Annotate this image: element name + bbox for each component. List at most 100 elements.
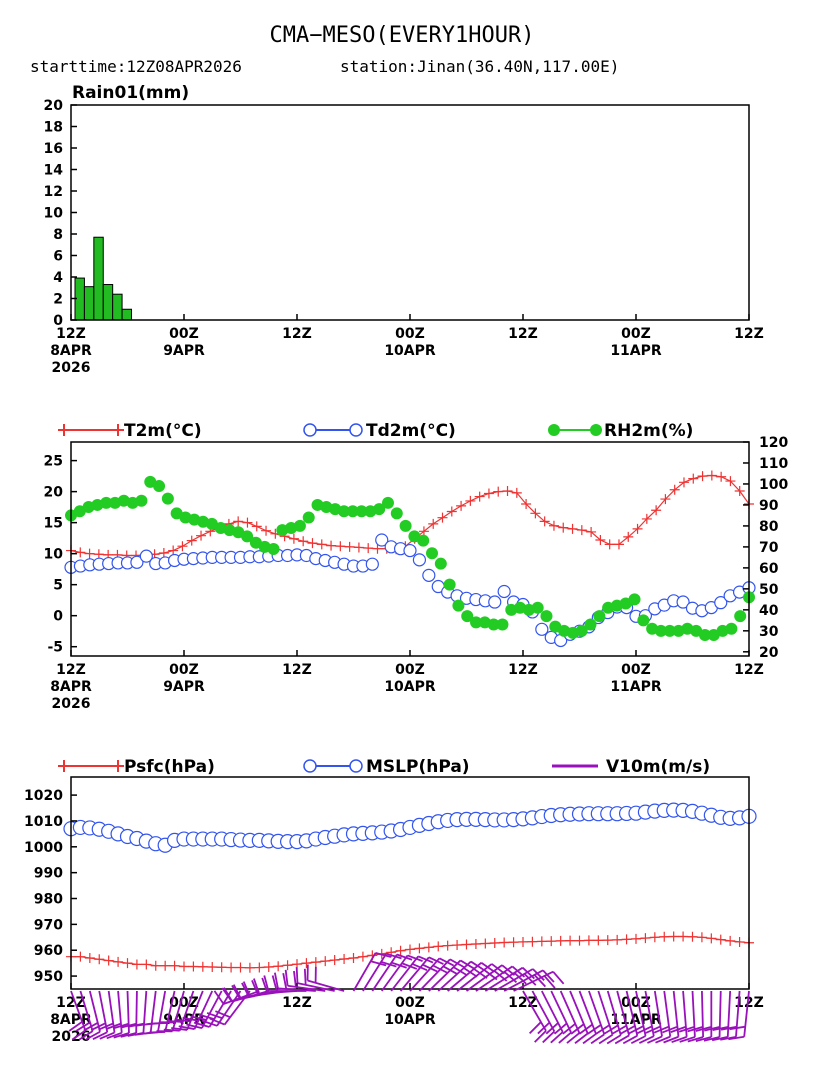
wind-barb-feather <box>120 1022 137 1029</box>
wind-barb <box>550 990 572 1044</box>
pressure-y-tick-label: 950 <box>34 969 63 985</box>
psfc-point <box>150 960 161 971</box>
wind-barb <box>620 990 639 1045</box>
wind-barb-feather <box>695 1026 712 1032</box>
temperature-y-tick-label: 20 <box>44 485 64 501</box>
wind-barb-feather <box>662 1025 678 1034</box>
psfc-point <box>433 941 444 952</box>
wind-barb-feather <box>213 990 225 1005</box>
rh2m-legend-marker-left <box>548 424 560 436</box>
psfc-point <box>602 935 613 946</box>
rain-y-tick-label: 18 <box>44 120 63 136</box>
rain-y-tick-label: 0 <box>53 313 63 329</box>
td2m-legend-marker-left <box>303 423 317 437</box>
psfc-point <box>310 957 321 968</box>
pressure-panel: Psfc(hPa) MSLP(hPa) V10m(m/s) 950 960 970 9… <box>24 757 764 1045</box>
td2m-legend: Td2m(°C) <box>303 421 456 441</box>
wind-barb <box>381 954 423 992</box>
t2m-point <box>586 526 597 537</box>
psfc-point <box>160 960 171 971</box>
chart-title: CMA−MESO(EVERY1HOUR) <box>270 23 535 48</box>
td2m-legend-label: Td2m(°C) <box>366 421 456 441</box>
wind-barb-feather <box>85 1030 101 1041</box>
psfc-point <box>621 934 632 945</box>
wind-barb-staff <box>726 990 732 1037</box>
wind-barb-feather <box>209 1017 225 1026</box>
wind-barb-feather <box>303 968 307 985</box>
wind-barb-staff <box>541 990 564 1033</box>
rh2m-point <box>399 519 412 532</box>
wind-barb <box>578 990 597 1045</box>
td2m-point <box>130 555 144 569</box>
rain-y-tick-label: 16 <box>44 141 63 157</box>
t2m-point <box>84 548 95 559</box>
rain-y-tick-label: 8 <box>53 227 63 243</box>
rh2m-point <box>390 507 403 520</box>
wind-barb <box>603 990 622 1045</box>
psfc-point <box>480 938 491 949</box>
wind-barb <box>541 990 564 1044</box>
wind-barb-feather <box>232 984 242 1000</box>
wind-barb-feather <box>574 1032 589 1044</box>
wind-barb-feather <box>570 1023 585 1035</box>
wind-barb-feather <box>251 980 260 996</box>
rh2m-point <box>496 618 509 631</box>
psfc-legend-label: Psfc(hPa) <box>124 757 215 777</box>
rh2m-point <box>100 496 113 509</box>
wind-barb-staff <box>522 990 547 1032</box>
psfc-legend-marker <box>58 760 124 772</box>
wind-barb-feather <box>630 1035 646 1045</box>
pressure-x-tick-label: 12Z <box>734 995 764 1011</box>
rain-y-tick-label: 6 <box>53 249 63 265</box>
wind-barb-feather <box>178 1025 195 1030</box>
wind-barb-feather <box>606 1034 622 1045</box>
rain-y-tick-label: 20 <box>44 98 64 114</box>
psfc-point <box>339 954 350 965</box>
t2m-point <box>660 494 671 505</box>
wind-barb <box>263 975 307 992</box>
wind-barb-feather <box>670 1025 687 1033</box>
psfc-point <box>320 956 331 967</box>
rain-x-tick-label: 00Z <box>395 326 425 342</box>
wind-barb <box>156 990 185 1033</box>
wind-barb-feather <box>273 972 279 989</box>
t2m-point <box>428 518 439 529</box>
t2m-point <box>363 543 374 554</box>
rh2m-point <box>337 505 350 518</box>
rh2m-point <box>531 601 544 614</box>
t2m-point <box>456 500 467 511</box>
rain-y-tick-label: 4 <box>53 270 63 286</box>
wind-barb-feather <box>534 1030 547 1043</box>
psfc-point <box>244 962 255 973</box>
psfc-point <box>254 962 265 973</box>
rh2m-legend: RH2m(%) <box>548 421 693 441</box>
psfc-legend: Psfc(hPa) <box>58 757 215 777</box>
mslp-legend-marker-right <box>349 759 363 773</box>
t2m-point <box>446 506 457 517</box>
wind-barb-feather <box>595 1024 610 1035</box>
wind-barb-feather <box>190 1015 207 1021</box>
wind-barb-feather <box>407 954 423 962</box>
rh-y-tick-label: 60 <box>759 561 779 577</box>
t2m-point <box>539 516 550 527</box>
wind-barb-feather <box>396 953 413 961</box>
wind-barb-feather <box>598 1033 614 1045</box>
wind-barb-feather <box>242 981 251 997</box>
wind-barb-staff <box>465 964 503 992</box>
psfc-point <box>301 958 312 969</box>
rain-x-tick-label: 9APR <box>163 343 205 359</box>
temperature-x-tick-label: 00Z <box>621 662 651 678</box>
wind-barb-feather <box>543 975 556 989</box>
t2m-point <box>93 549 104 560</box>
wind-barb-staff <box>98 990 109 1033</box>
wind-barb-staff <box>569 990 589 1034</box>
wind-barb-feather <box>163 1028 180 1032</box>
t2m-point <box>567 523 578 534</box>
wind-barb-feather <box>712 1025 729 1032</box>
wind-barb <box>171 990 204 1031</box>
wind-barb-staff <box>475 965 513 992</box>
psfc-point <box>583 935 594 946</box>
wind-barb-staff <box>484 966 524 992</box>
wind-barb-feather <box>78 1030 94 1041</box>
t2m-legend-marker <box>58 424 124 436</box>
